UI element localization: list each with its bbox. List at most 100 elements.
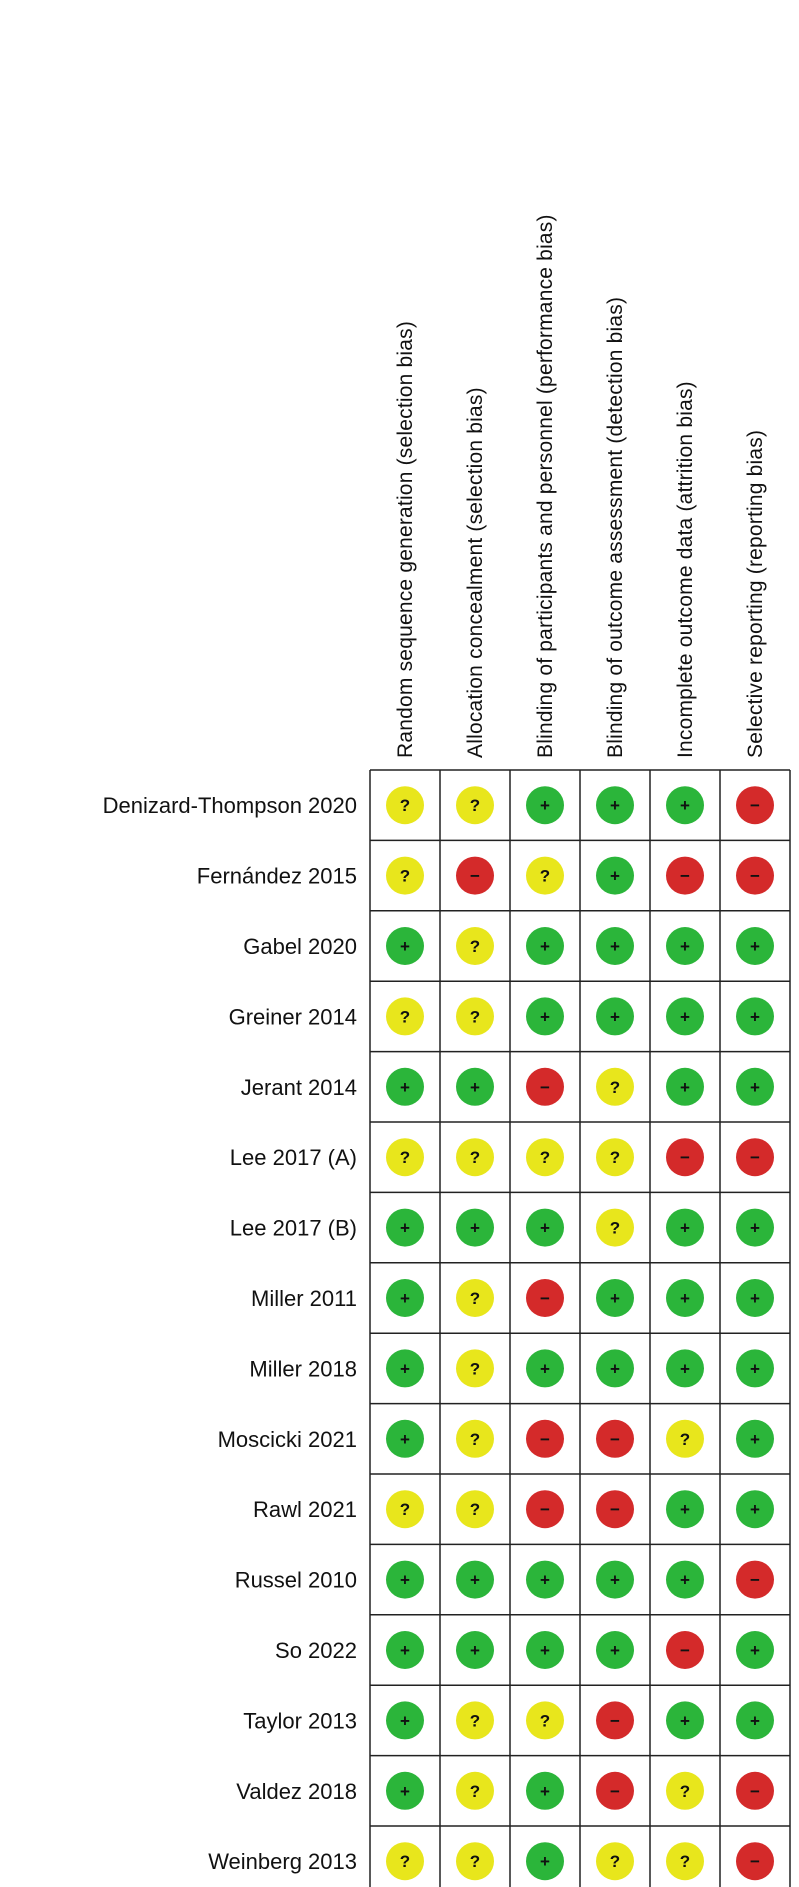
domain-label: Blinding of outcome assessment (detectio… [604, 297, 627, 758]
judgement-circle [666, 1419, 704, 1458]
judgement-circle [666, 1279, 704, 1317]
judgement-symbol: + [400, 1571, 410, 1590]
judgement-cell: ? [596, 1067, 634, 1106]
judgement-symbol: + [680, 937, 690, 956]
judgement-cell: + [736, 1208, 774, 1247]
judgement-symbol: + [540, 1571, 550, 1590]
judgement-circle [666, 856, 704, 895]
judgement-symbol: + [470, 1078, 480, 1097]
judgement-symbol: − [610, 1711, 620, 1730]
judgement-symbol: − [750, 1571, 760, 1590]
judgement-cell: + [386, 1349, 424, 1388]
judgement-circle [736, 1138, 774, 1177]
judgement-cell: − [526, 1419, 564, 1458]
judgement-symbol: − [750, 1148, 760, 1167]
judgement-symbol: + [680, 1359, 690, 1378]
judgement-symbol: + [610, 1359, 620, 1378]
judgement-circle [386, 1349, 424, 1388]
judgement-cell: + [386, 1771, 424, 1810]
judgement-symbol: ? [680, 1782, 690, 1801]
judgement-circle [666, 786, 704, 825]
judgement-circle [666, 1701, 704, 1740]
judgement-cell: − [596, 1419, 634, 1458]
judgement-cell: + [596, 1349, 634, 1388]
judgement-circle [456, 1349, 494, 1388]
judgement-symbol: + [610, 1571, 620, 1590]
judgement-symbol: + [400, 1430, 410, 1449]
judgement-symbol: + [680, 1007, 690, 1026]
judgement-cell: ? [386, 1842, 424, 1881]
judgement-cell: + [526, 786, 564, 825]
judgement-circle [456, 1771, 494, 1810]
judgement-circle [526, 1771, 564, 1810]
judgement-circle [526, 1701, 564, 1740]
study-label: Miller 2011 [251, 1286, 357, 1311]
judgement-symbol: + [680, 1711, 690, 1730]
judgement-cell: + [666, 1490, 704, 1529]
study-label: Jerant 2014 [241, 1075, 357, 1100]
judgement-cell: ? [456, 1419, 494, 1458]
judgement-cell: + [666, 1279, 704, 1317]
judgement-symbol: + [610, 937, 620, 956]
judgement-cell: − [666, 1631, 704, 1669]
judgement-cell: + [526, 1560, 564, 1599]
judgement-circle [666, 1771, 704, 1810]
judgement-symbol: + [400, 1359, 410, 1378]
judgement-circle [736, 856, 774, 895]
judgement-circle [386, 1701, 424, 1740]
judgement-symbol: ? [540, 867, 550, 886]
judgement-symbol: + [400, 937, 410, 956]
judgement-circle [456, 1490, 494, 1529]
judgement-cell: + [386, 1419, 424, 1458]
judgement-symbol: ? [470, 1711, 480, 1730]
judgement-cell: + [736, 1349, 774, 1388]
judgement-cell: − [666, 1138, 704, 1177]
judgement-circle [526, 1349, 564, 1388]
judgement-cell: + [596, 786, 634, 825]
judgement-symbol: + [750, 1430, 760, 1449]
judgement-symbol: ? [540, 1711, 550, 1730]
judgement-symbol: + [680, 1289, 690, 1308]
judgement-cell: ? [666, 1842, 704, 1881]
judgement-circle [736, 1349, 774, 1388]
judgement-symbol: − [680, 1148, 690, 1167]
judgement-cell: + [386, 1560, 424, 1599]
judgement-symbol: + [540, 1641, 550, 1660]
judgement-cell: + [666, 997, 704, 1036]
judgement-circle [736, 1419, 774, 1458]
judgement-circle [736, 927, 774, 965]
judgement-cell: + [526, 1842, 564, 1881]
judgement-cell: − [596, 1490, 634, 1529]
study-label: Rawl 2021 [253, 1497, 357, 1522]
judgement-circle [456, 856, 494, 895]
judgement-symbol: + [540, 1852, 550, 1871]
judgement-symbol: + [680, 1078, 690, 1097]
study-label: Denizard-Thompson 2020 [103, 793, 357, 818]
judgement-circle [666, 1138, 704, 1177]
judgement-cell: + [386, 1208, 424, 1247]
judgement-circle [666, 1842, 704, 1881]
judgement-cell: ? [526, 1701, 564, 1740]
judgement-cell: ? [456, 1701, 494, 1740]
judgement-cell: − [736, 1842, 774, 1881]
judgement-circle [386, 1279, 424, 1317]
judgement-circle [666, 997, 704, 1036]
judgement-cell: + [666, 786, 704, 825]
judgement-symbol: − [610, 1782, 620, 1801]
judgement-symbol: + [470, 1641, 480, 1660]
judgement-cell: − [736, 1771, 774, 1810]
judgement-cell: ? [596, 1138, 634, 1177]
domain-label: Allocation concealment (selection bias) [464, 387, 487, 758]
judgement-circle [526, 786, 564, 825]
judgement-symbol: + [750, 1007, 760, 1026]
judgement-cell: + [596, 1279, 634, 1317]
judgement-symbol: + [540, 1782, 550, 1801]
judgement-cell: − [596, 1701, 634, 1740]
judgement-circle [596, 1067, 634, 1106]
judgement-symbol: + [750, 1359, 760, 1378]
judgement-cell: + [386, 1067, 424, 1106]
judgement-cell: − [526, 1490, 564, 1529]
judgement-symbol: + [400, 1711, 410, 1730]
judgement-circle [736, 1067, 774, 1106]
